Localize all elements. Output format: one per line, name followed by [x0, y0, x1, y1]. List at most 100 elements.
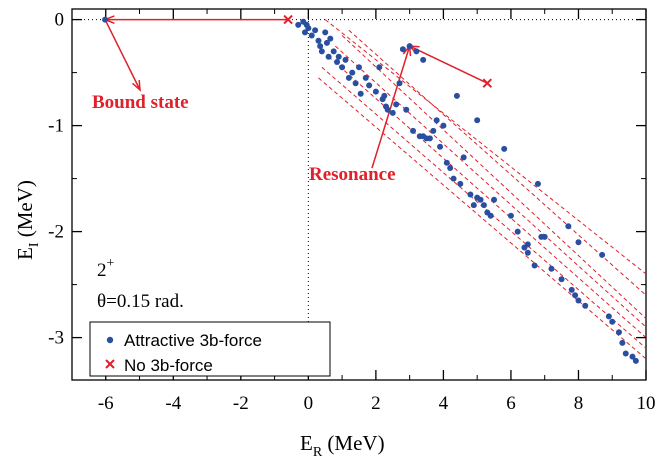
state-label: 2+ — [97, 256, 115, 281]
point-attractive — [541, 233, 548, 240]
point-attractive — [491, 196, 498, 203]
point-attractive — [460, 154, 467, 161]
arrow-no3b-to-resonance-shaft — [409, 45, 488, 84]
arrow-resonance-label — [371, 44, 412, 169]
point-attractive — [474, 194, 481, 201]
point-attractive — [450, 175, 457, 182]
point-attractive — [295, 21, 302, 28]
x-axis-title-main: E — [300, 431, 313, 455]
point-attractive — [335, 53, 342, 60]
arrow-bound-label-shaft — [104, 19, 141, 91]
point-attractive — [410, 127, 417, 134]
y-axis-title-group: EI (MeV) — [13, 180, 42, 260]
x-tick-label: -4 — [165, 393, 181, 414]
point-attractive — [372, 88, 379, 95]
point-attractive — [396, 80, 403, 87]
point-attractive — [433, 117, 440, 124]
point-attractive — [413, 48, 420, 55]
data-points — [102, 14, 639, 364]
point-attractive — [356, 64, 362, 71]
y-tick-label: -3 — [48, 328, 64, 349]
point-attractive — [565, 223, 572, 230]
guide-line-5 — [321, 66, 647, 349]
point-attractive — [318, 48, 325, 55]
point-no3b-stroke-b — [482, 78, 493, 88]
state-value: 2 — [97, 260, 107, 281]
x-axis-title-unit: (MeV) — [322, 431, 384, 455]
point-attractive — [470, 202, 477, 209]
point-no3b — [482, 78, 493, 88]
point-attractive — [487, 212, 494, 219]
point-attractive — [440, 122, 447, 129]
point-attractive — [524, 241, 531, 248]
point-attractive — [352, 80, 359, 87]
point-attractive — [317, 43, 324, 50]
point-attractive — [406, 43, 413, 50]
point-attractive — [534, 180, 541, 187]
x-tick-label: -6 — [98, 393, 114, 414]
x-tick-label: 0 — [304, 393, 314, 414]
point-attractive — [568, 286, 575, 293]
bound-state-label: Bound state — [92, 92, 189, 113]
guide-line-6 — [318, 77, 647, 360]
point-attractive — [327, 35, 334, 42]
point-attractive — [366, 82, 373, 89]
arrow-bound-label-head — [132, 79, 141, 92]
point-attractive — [453, 92, 460, 99]
point-no3b-stroke-b — [283, 14, 293, 25]
guide-line-2 — [341, 35, 647, 319]
y-axis-title-sub: I — [27, 242, 42, 247]
point-attractive — [605, 313, 612, 320]
point-attractive — [420, 133, 427, 140]
legend-label-attractive: Attractive 3b-force — [124, 331, 262, 350]
point-attractive — [305, 25, 312, 32]
point-attractive — [599, 251, 606, 258]
guide-line-3 — [335, 45, 647, 328]
point-attractive — [345, 74, 352, 81]
point-attractive — [430, 127, 437, 134]
arrow-no3b-to-resonance — [407, 45, 488, 84]
point-attractive — [389, 109, 396, 116]
point-attractive — [447, 165, 454, 171]
point-attractive — [322, 29, 329, 36]
point-attractive — [384, 106, 391, 113]
y-tick-label: -1 — [48, 116, 64, 137]
resonance-label: Resonance — [309, 164, 396, 185]
point-attractive — [420, 56, 427, 63]
point-attractive — [524, 249, 531, 256]
point-attractive — [301, 29, 308, 36]
point-attractive — [609, 318, 616, 325]
point-attractive — [376, 64, 383, 71]
point-attractive — [325, 53, 332, 60]
arrow-no3b-to-bound — [103, 15, 289, 25]
point-attractive — [619, 339, 626, 346]
arrow-bound-label — [104, 19, 141, 92]
x-axis-title: ER (MeV) — [300, 431, 385, 460]
point-attractive — [315, 37, 322, 44]
legend-marker-no3b — [105, 359, 115, 369]
guide-line-0 — [324, 19, 647, 275]
point-attractive — [349, 69, 356, 76]
y-tick-label: 0 — [55, 10, 65, 31]
legend-box — [89, 321, 331, 377]
point-attractive — [330, 48, 337, 55]
point-attractive — [572, 292, 579, 299]
point-attractive — [558, 276, 565, 283]
y-axis-title-unit: (MeV) — [13, 180, 37, 242]
point-attractive — [531, 262, 538, 269]
point-attractive — [548, 265, 555, 272]
point-attractive — [342, 56, 349, 63]
point-attractive — [467, 191, 474, 198]
point-attractive — [507, 212, 514, 219]
arrow-resonance-label-shaft — [371, 45, 411, 169]
point-attractive — [437, 143, 444, 150]
point-attractive — [474, 117, 481, 124]
point-attractive — [443, 159, 450, 166]
legend-marker-attractive — [106, 336, 114, 344]
guide-line-1 — [348, 29, 647, 296]
guide-lines — [318, 19, 647, 360]
point-attractive — [362, 74, 369, 81]
point-attractive — [480, 202, 487, 209]
point-attractive — [622, 350, 629, 357]
